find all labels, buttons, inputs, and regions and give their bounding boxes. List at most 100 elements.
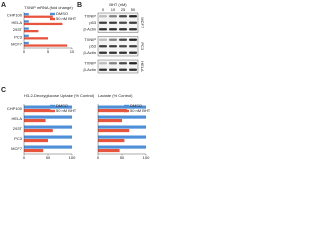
bar <box>24 135 72 139</box>
bar <box>24 129 53 133</box>
blot-band <box>99 28 107 31</box>
blot-band <box>119 28 127 31</box>
blot-band <box>129 28 137 31</box>
y-tick-label: 293T <box>13 126 23 131</box>
legend-swatch <box>124 104 129 108</box>
y-tick-label: PC3 <box>14 34 23 39</box>
chart-title: TXNIP mRNA (fold change) <box>24 5 74 10</box>
blot-band <box>109 28 117 31</box>
blot-band <box>99 38 107 41</box>
y-tick-label: HELA <box>12 116 23 121</box>
x-tick-label: 100 <box>69 155 76 160</box>
bar <box>98 119 122 123</box>
blot-band <box>119 15 127 18</box>
blot-frame <box>97 59 139 74</box>
bar <box>24 139 48 143</box>
blot-band <box>109 38 117 41</box>
blot-band <box>119 62 127 65</box>
blot-band <box>129 38 137 41</box>
y-tick-label: MCF7 <box>11 41 23 46</box>
bar <box>24 34 29 37</box>
blot-band <box>129 68 137 71</box>
blot-band <box>109 15 117 18</box>
bar <box>24 115 72 119</box>
y-tick-label: MCF7 <box>11 146 23 151</box>
bar <box>24 37 48 40</box>
y-tick-label: 293T <box>13 27 23 32</box>
blot-band <box>99 21 107 24</box>
blot-band <box>109 51 117 54</box>
bar <box>98 149 120 153</box>
x-tick-label: 10 <box>70 49 75 54</box>
blot-band <box>129 15 137 18</box>
legend-swatch <box>50 109 55 113</box>
bar <box>24 22 63 26</box>
blot-band <box>129 51 137 54</box>
figure: A B C TXNIP mRNA (fold change)CHP100HELA… <box>1 2 150 160</box>
bar <box>98 105 146 109</box>
blot-frame <box>97 36 139 57</box>
bar <box>24 109 51 113</box>
band-label: p53 <box>89 20 96 25</box>
bar <box>24 44 68 47</box>
blot-band <box>119 45 127 48</box>
band-label: p53 <box>89 43 96 48</box>
blot-band <box>109 68 117 71</box>
cell-line-label: PC3 <box>140 42 145 51</box>
y-tick-label: CHP100 <box>7 13 23 18</box>
y-tick-label: PC3 <box>14 136 23 141</box>
legend-label: 50 nM BHT <box>56 16 77 21</box>
dose-label: 25 <box>121 7 126 12</box>
bar <box>24 125 72 129</box>
chart-title: H3-2-Deoxyglucose Uptake (% Control) <box>24 93 95 98</box>
x-tick-label: 100 <box>143 155 150 160</box>
bar <box>24 149 44 153</box>
dose-label: 10 <box>111 7 116 12</box>
bar <box>98 139 125 143</box>
blot-band <box>99 68 107 71</box>
blot-frame <box>97 12 139 33</box>
bar <box>24 145 72 149</box>
blot-band <box>109 21 117 24</box>
x-tick-label: 50 <box>120 155 125 160</box>
band-label: TXNIP <box>84 37 96 42</box>
bar <box>24 27 29 30</box>
blot-band <box>99 51 107 54</box>
legend-swatch <box>50 12 55 16</box>
cell-line-label: HELA <box>140 61 145 72</box>
blot-band <box>119 21 127 24</box>
bar <box>98 125 146 129</box>
blot-band <box>129 45 137 48</box>
band-label: β-Actin <box>83 26 96 31</box>
band-label: β-Actin <box>83 50 96 55</box>
blot-band <box>99 15 107 18</box>
legend-label: 50 nM BHT <box>56 108 77 113</box>
blot-band <box>99 45 107 48</box>
blot-band <box>129 62 137 65</box>
bar <box>24 13 29 16</box>
band-label: β-Actin <box>83 67 96 72</box>
legend-label: 50 nM BHT <box>130 108 150 113</box>
blot-band <box>109 45 117 48</box>
legend-swatch <box>50 17 55 21</box>
blot-band <box>109 62 117 65</box>
bar <box>98 115 146 119</box>
legend-label: DMSO <box>56 103 68 108</box>
bar <box>98 145 146 149</box>
x-tick-label: 0 <box>23 155 26 160</box>
legend-label: DMSO <box>56 11 68 16</box>
cell-line-label: MCF7 <box>140 17 145 29</box>
dose-label: 50 <box>131 7 136 12</box>
panel-label: C <box>1 87 6 94</box>
treatment-label: BHT (nM) <box>109 2 127 7</box>
dose-label: 0 <box>102 7 105 12</box>
y-tick-label: HELA <box>12 20 23 25</box>
x-tick-label: 0 <box>23 49 26 54</box>
chart-title: Lactate (% Control) <box>98 93 133 98</box>
bar <box>24 30 39 33</box>
bar <box>98 109 127 113</box>
legend-label: DMSO <box>130 103 142 108</box>
bar <box>24 20 29 23</box>
y-tick-label: CHP100 <box>7 106 23 111</box>
panel-label: A <box>1 2 6 9</box>
